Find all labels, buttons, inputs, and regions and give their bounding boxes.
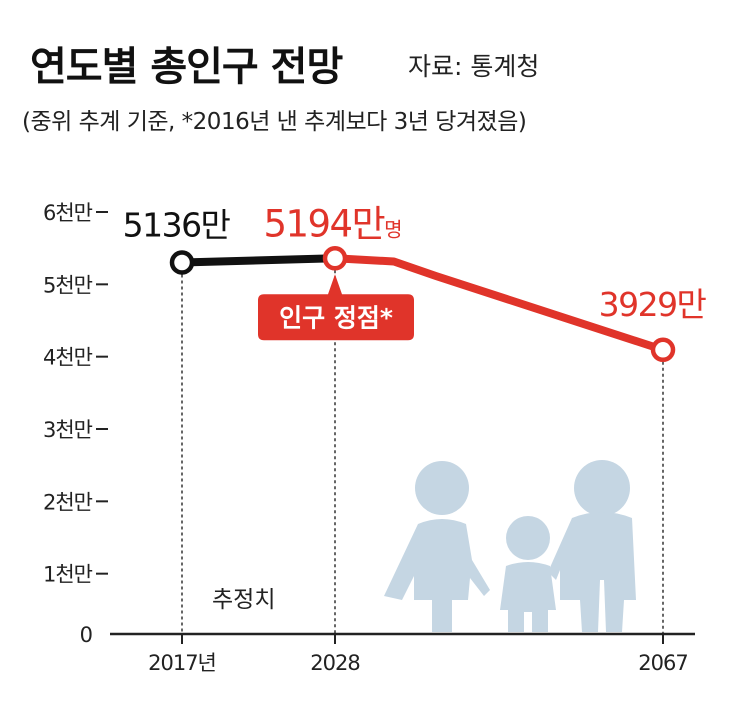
value-label-2028-number: 5194만 <box>263 202 384 245</box>
family-silhouette-icon <box>384 460 636 632</box>
x-tick-label: 2028 <box>310 651 359 675</box>
y-tick-label: 0 <box>80 623 92 647</box>
peak-callout-box <box>258 274 414 341</box>
data-point <box>169 250 195 275</box>
y-tick-label: 2천만 <box>43 490 93 514</box>
value-label-2017: 5136만 <box>123 205 231 244</box>
value-label-2028: 5194만명 <box>263 202 402 245</box>
y-axis: 0 1천만 2천만 3천만 4천만 5천만 6천만 <box>43 201 108 647</box>
data-point <box>322 246 348 271</box>
y-tick-label: 3천만 <box>43 418 93 442</box>
series-line <box>331 254 667 354</box>
y-tick-label: 5천만 <box>43 273 93 297</box>
series-lines <box>178 254 667 354</box>
value-label-2028-unit: 명 <box>384 217 402 241</box>
estimate-label: 추정치 <box>212 587 275 613</box>
y-tick-label: 4천만 <box>43 346 93 370</box>
data-points <box>169 246 676 363</box>
y-tick-label: 6천만 <box>43 201 93 225</box>
data-point <box>650 337 676 363</box>
source-note: 자료: 통계청 <box>408 52 540 81</box>
x-tick-label: 2067 <box>638 651 687 675</box>
page-title: 연도별 총인구 전망 <box>30 44 343 90</box>
x-tick-label: 2017년 <box>148 651 216 675</box>
x-axis: 2017년 2028 2067 <box>148 634 689 675</box>
value-label-2067: 3929만 <box>599 285 707 324</box>
peak-callout: 인구 정점* <box>258 274 414 341</box>
peak-callout-label: 인구 정점* <box>279 303 393 332</box>
subtitle: (중위 추계 기준, *2016년 낸 추계보다 3년 당겨졌음) <box>22 109 527 135</box>
series-line <box>178 254 339 267</box>
y-tick-label: 1천만 <box>43 563 93 587</box>
